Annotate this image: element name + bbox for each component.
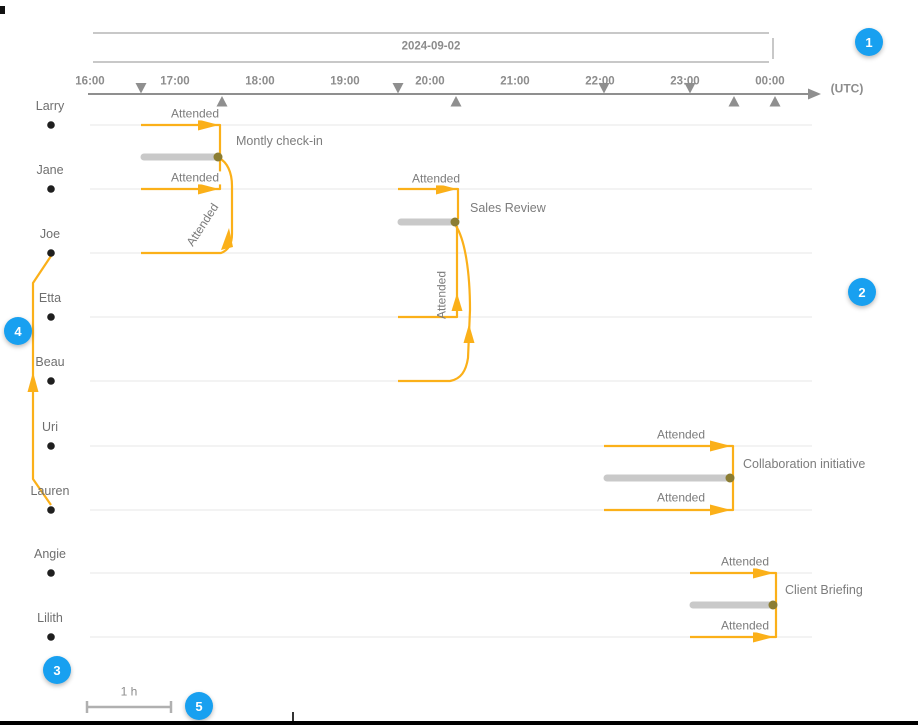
event-dot-collaboration-initiative[interactable] — [725, 473, 735, 483]
annotation-badge-2: 2 — [848, 278, 876, 306]
hour-tick-label: 22:00 — [585, 75, 615, 88]
event-bars[interactable] — [140, 152, 778, 610]
attended-label-lauren: Attended — [653, 491, 709, 505]
screen-edge-artifact — [0, 6, 5, 14]
person-label-lilith[interactable]: Lilith — [37, 611, 63, 626]
person-label-etta[interactable]: Etta — [38, 291, 62, 306]
event-montly-checkin-connectors[interactable] — [141, 119, 234, 255]
event-dot-sales-review[interactable] — [450, 217, 460, 227]
scale-indicator — [85, 701, 173, 713]
event-collaboration-initiative-connectors[interactable] — [604, 440, 735, 516]
person-label-lauren[interactable]: Lauren — [30, 484, 70, 499]
person-dot-etta[interactable] — [47, 313, 55, 321]
timezone-label: (UTC) — [830, 81, 864, 96]
annotation-badge-1: 1 — [855, 28, 883, 56]
person-dot-uri[interactable] — [47, 442, 55, 450]
person-dot-joe[interactable] — [47, 249, 55, 257]
person-label-joe[interactable]: Joe — [39, 227, 61, 242]
bottom-bar-tick — [292, 712, 294, 721]
attended-label-jane-1: Attended — [167, 171, 223, 185]
start-marker-icon — [392, 83, 404, 94]
event-dot-client-briefing[interactable] — [768, 600, 778, 610]
hour-tick-label: 23:00 — [670, 75, 700, 88]
person-dot-angie[interactable] — [47, 569, 55, 577]
attended-label-lilith: Attended — [717, 619, 773, 633]
start-marker-icon — [135, 83, 147, 94]
person-dot-jane[interactable] — [47, 185, 55, 193]
end-marker-icon — [769, 96, 781, 107]
attended-label-uri: Attended — [653, 428, 709, 442]
end-marker-icon — [450, 96, 462, 107]
person-dot-lilith[interactable] — [47, 633, 55, 641]
event-dot-montly-checkin[interactable] — [213, 152, 223, 162]
person-dots — [47, 121, 55, 641]
person-dot-larry[interactable] — [47, 121, 55, 129]
person-dot-beau[interactable] — [47, 377, 55, 385]
end-marker-icon — [728, 96, 740, 107]
person-label-beau[interactable]: Beau — [35, 355, 65, 370]
hour-tick-label: 17:00 — [160, 75, 190, 88]
event-sales-review-connectors[interactable] — [398, 183, 475, 383]
hour-tick-label: 00:00 — [755, 75, 785, 88]
annotation-badge-5: 5 — [185, 692, 213, 720]
start-marker-icon — [684, 83, 696, 94]
hour-tick-label: 18:00 — [245, 75, 275, 88]
event-title-montly-checkin[interactable]: Montly check-in — [233, 134, 326, 149]
time-axis — [88, 88, 821, 100]
hour-tick-label: 20:00 — [415, 75, 445, 88]
person-label-jane[interactable]: Jane — [36, 163, 64, 178]
event-client-briefing-connectors[interactable] — [690, 567, 778, 643]
attended-label-jane-2: Attended — [408, 172, 464, 186]
event-title-client-briefing[interactable]: Client Briefing — [782, 583, 866, 598]
attended-label-angie: Attended — [717, 555, 773, 569]
date-band-label: 2024-09-02 — [398, 40, 464, 54]
axis-arrowhead-icon — [808, 88, 821, 100]
end-marker-icon — [216, 96, 228, 107]
person-label-angie[interactable]: Angie — [34, 547, 66, 562]
bottom-divider-bar — [0, 721, 918, 725]
link-lauren-to-joe[interactable] — [27, 255, 52, 506]
event-end-markers — [216, 96, 781, 107]
event-title-collaboration-initiative[interactable]: Collaboration initiative — [740, 457, 869, 472]
event-title-sales-review[interactable]: Sales Review — [467, 201, 549, 216]
annotation-badge-4: 4 — [4, 317, 32, 345]
event-start-markers — [135, 83, 696, 94]
hour-tick-label: 21:00 — [500, 75, 530, 88]
person-label-larry[interactable]: Larry — [35, 99, 65, 114]
hour-tick-label: 19:00 — [330, 75, 360, 88]
person-dot-lauren[interactable] — [47, 506, 55, 514]
link-arrowhead-icon — [27, 372, 39, 392]
attended-label-larry: Attended — [167, 107, 223, 121]
hour-tick-label: 16:00 — [75, 75, 105, 88]
annotation-badge-3: 3 — [43, 656, 71, 684]
date-band — [93, 32, 774, 63]
scale-label: 1 h — [120, 684, 138, 699]
attended-label-etta: Attended — [434, 270, 449, 320]
start-marker-icon — [598, 83, 610, 94]
person-label-uri[interactable]: Uri — [42, 420, 58, 435]
